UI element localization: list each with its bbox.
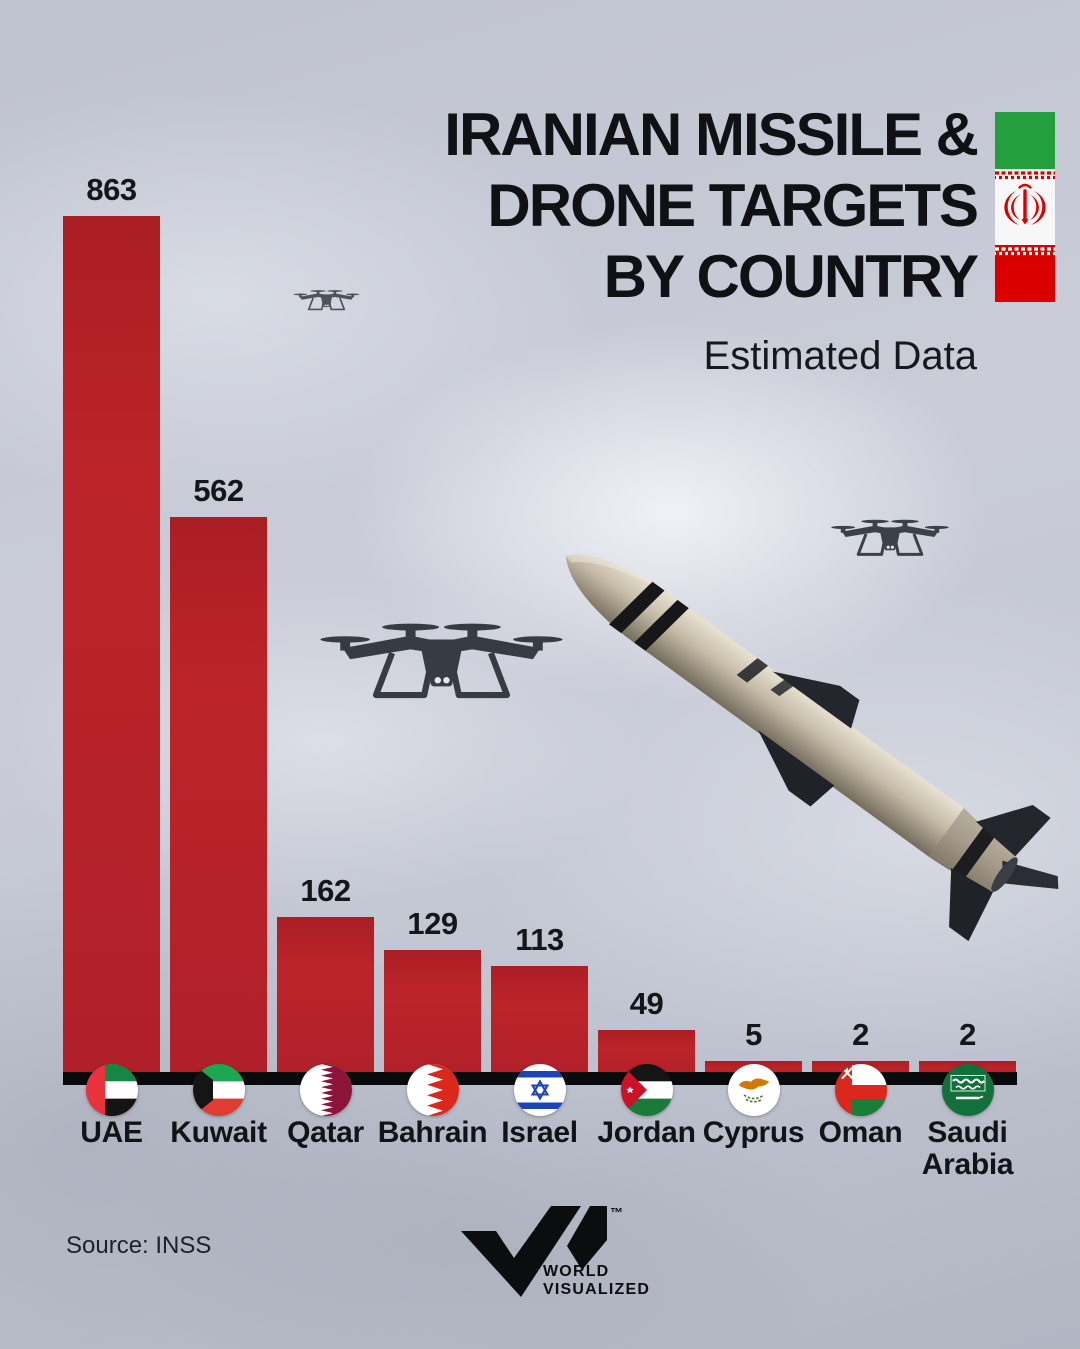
bar-value-label: 49 — [629, 986, 664, 1021]
bar-kuwait — [170, 517, 267, 1085]
bar-value-label: 562 — [193, 473, 244, 508]
missile-icon — [566, 554, 1059, 942]
bar-value-label: 2 — [959, 1017, 976, 1052]
bar-value-label: 5 — [745, 1017, 762, 1052]
country-label: UAE — [80, 1116, 143, 1149]
jordan-flag-icon — [620, 1064, 673, 1116]
saudi-arabia-flag-icon — [941, 1064, 994, 1116]
country-label: Bahrain — [377, 1116, 488, 1149]
country-label: Israel — [501, 1116, 578, 1149]
country-label: Kuwait — [170, 1116, 267, 1149]
uae-flag-icon — [85, 1064, 138, 1116]
logo-wordmark: WORLD VISUALIZED — [543, 1263, 650, 1299]
bar-value-label: 129 — [407, 906, 458, 941]
bar-value-label: 113 — [515, 922, 564, 957]
logo-line-2: VISUALIZED — [543, 1281, 651, 1298]
qatar-flag-icon — [299, 1064, 352, 1116]
trademark-symbol: ™ — [610, 1205, 623, 1220]
iran-flag-icon — [995, 112, 1055, 302]
country-label: Oman — [818, 1116, 903, 1149]
logo-line-1: WORLD — [543, 1263, 610, 1280]
country-label: Cyprus — [702, 1116, 805, 1149]
bar-qatar — [277, 917, 374, 1085]
bar-value-label: 863 — [86, 172, 137, 207]
title-line-3: BY COUNTRY — [603, 243, 979, 310]
drone-icon — [829, 518, 951, 556]
drone-icon — [320, 624, 562, 695]
bar-value-label: 2 — [852, 1017, 869, 1052]
country-label: Qatar — [287, 1116, 364, 1149]
oman-flag-icon — [834, 1064, 887, 1116]
title-line-1: IRANIAN MISSILE & — [444, 101, 979, 168]
iran-emblem-icon — [1004, 183, 1046, 225]
bar-bahrain — [384, 950, 481, 1085]
subtitle: Estimated Data — [703, 334, 977, 378]
country-label: Saudi Arabia — [921, 1116, 1014, 1181]
title-line-2: DRONE TARGETS — [487, 172, 979, 239]
kuwait-flag-icon — [192, 1064, 245, 1116]
country-label: Jordan — [597, 1116, 696, 1149]
israel-flag-icon — [513, 1064, 566, 1116]
page-title: IRANIAN MISSILE & DRONE TARGETS BY COUNT… — [444, 99, 979, 312]
bar-uae — [63, 216, 160, 1085]
drone-icon — [292, 289, 361, 311]
bahrain-flag-icon — [406, 1064, 459, 1116]
bar-value-label: 162 — [300, 873, 351, 908]
cyprus-flag-icon — [727, 1064, 780, 1116]
source-note: Source: INSS — [66, 1232, 212, 1259]
world-visualized-logo-icon: ™ — [461, 1205, 623, 1297]
